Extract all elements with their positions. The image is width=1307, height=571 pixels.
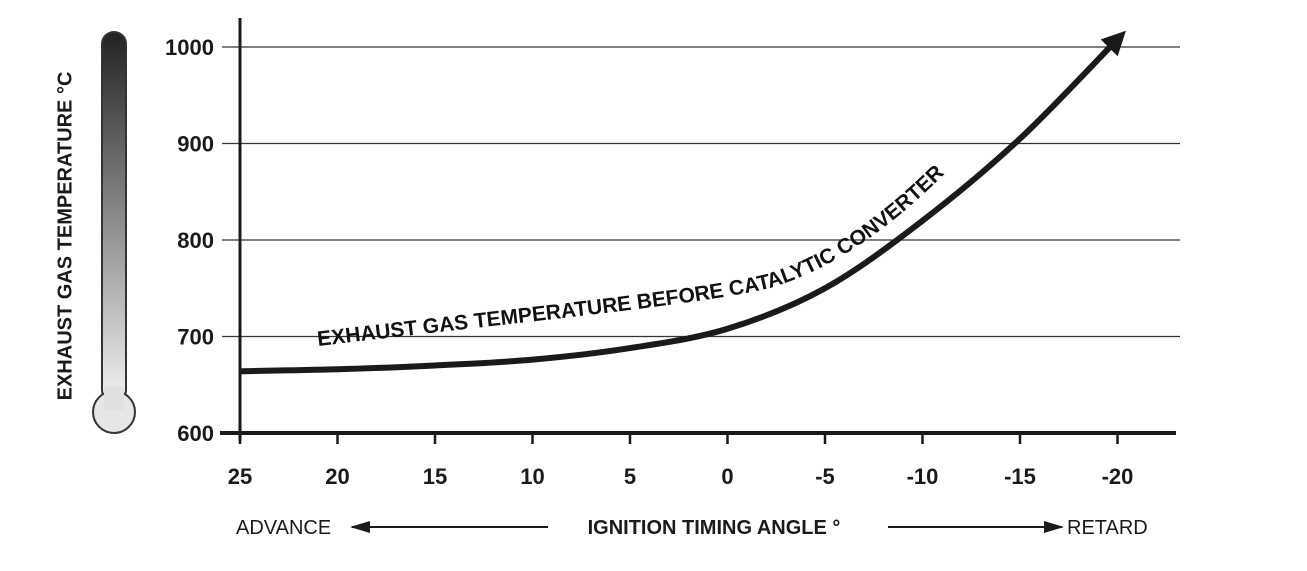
x-tick-label--20: -20 xyxy=(1102,464,1134,489)
y-tick-label-600: 600 xyxy=(177,421,214,446)
x-tick-label-5: 5 xyxy=(624,464,636,489)
x-tick-label-20: 20 xyxy=(325,464,349,489)
y-tick-label-900: 900 xyxy=(177,132,214,157)
x-tick-label-0: 0 xyxy=(721,464,733,489)
retard-label: RETARD xyxy=(1067,517,1148,539)
series-label-text: EXHAUST GAS TEMPERATURE BEFORE CATALYTIC… xyxy=(316,161,948,351)
series-line xyxy=(239,30,1126,375)
x-tick-labels: 25 20 15 10 5 0 -5 -10 -15 -20 xyxy=(228,464,1134,489)
x-axis-title: IGNITION TIMING ANGLE ° xyxy=(588,517,841,539)
x-tick-label-25: 25 xyxy=(228,464,252,489)
y-tick-label-1000: 1000 xyxy=(165,35,214,60)
y-tick-labels: 1000 900 800 700 600 xyxy=(165,35,214,446)
series-layer xyxy=(239,30,1126,375)
x-tick-label-10: 10 xyxy=(520,464,544,489)
x-tick-label-15: 15 xyxy=(423,464,447,489)
x-tick-label--5: -5 xyxy=(815,464,835,489)
series-label: EXHAUST GAS TEMPERATURE BEFORE CATALYTIC… xyxy=(316,161,948,351)
thermometer-icon xyxy=(92,31,136,434)
axes xyxy=(220,18,1176,444)
x-tick-label--10: -10 xyxy=(907,464,939,489)
x-tick-label--15: -15 xyxy=(1004,464,1036,489)
y-tick-label-800: 800 xyxy=(177,228,214,253)
y-axis-title: EXHAUST GAS TEMPERATURE °C xyxy=(54,72,76,401)
y-tick-label-700: 700 xyxy=(177,325,214,350)
advance-label: ADVANCE xyxy=(236,517,331,539)
